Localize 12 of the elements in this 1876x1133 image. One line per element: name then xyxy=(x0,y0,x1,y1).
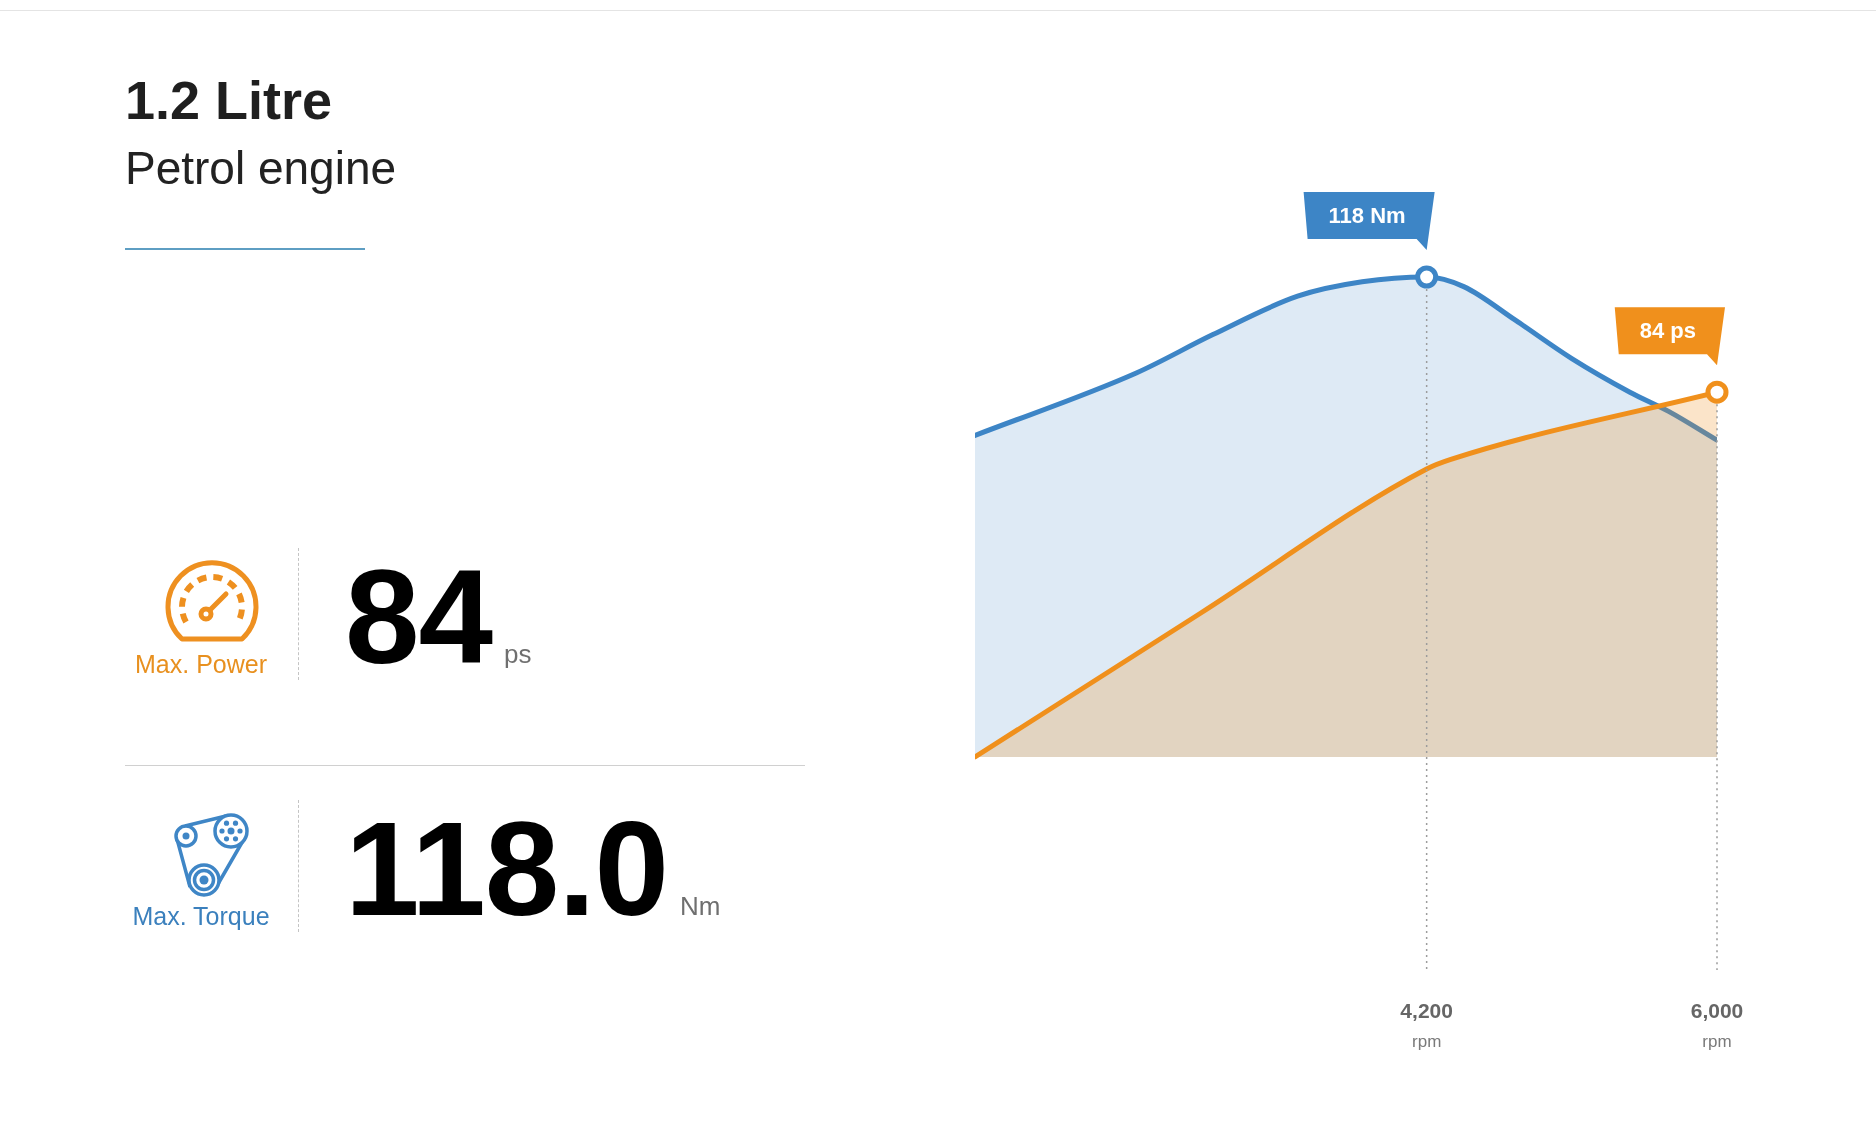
text: 118.0 xyxy=(345,794,668,943)
x-tick-label: 6,000 rpm xyxy=(1690,998,1744,1051)
text: Petrol engine xyxy=(125,142,397,194)
text: 1.2 Litre xyxy=(125,70,333,130)
text: Nm xyxy=(679,891,721,921)
annotation: 84 ps xyxy=(1639,317,1696,343)
annotation: 118 Nm xyxy=(1328,202,1406,228)
text: Max. Torque xyxy=(132,902,270,930)
text: ps xyxy=(504,639,532,669)
text: 84 xyxy=(345,542,493,691)
text: Max. Power xyxy=(135,650,267,678)
x-tick-label: 4,200 rpm xyxy=(1400,998,1453,1051)
